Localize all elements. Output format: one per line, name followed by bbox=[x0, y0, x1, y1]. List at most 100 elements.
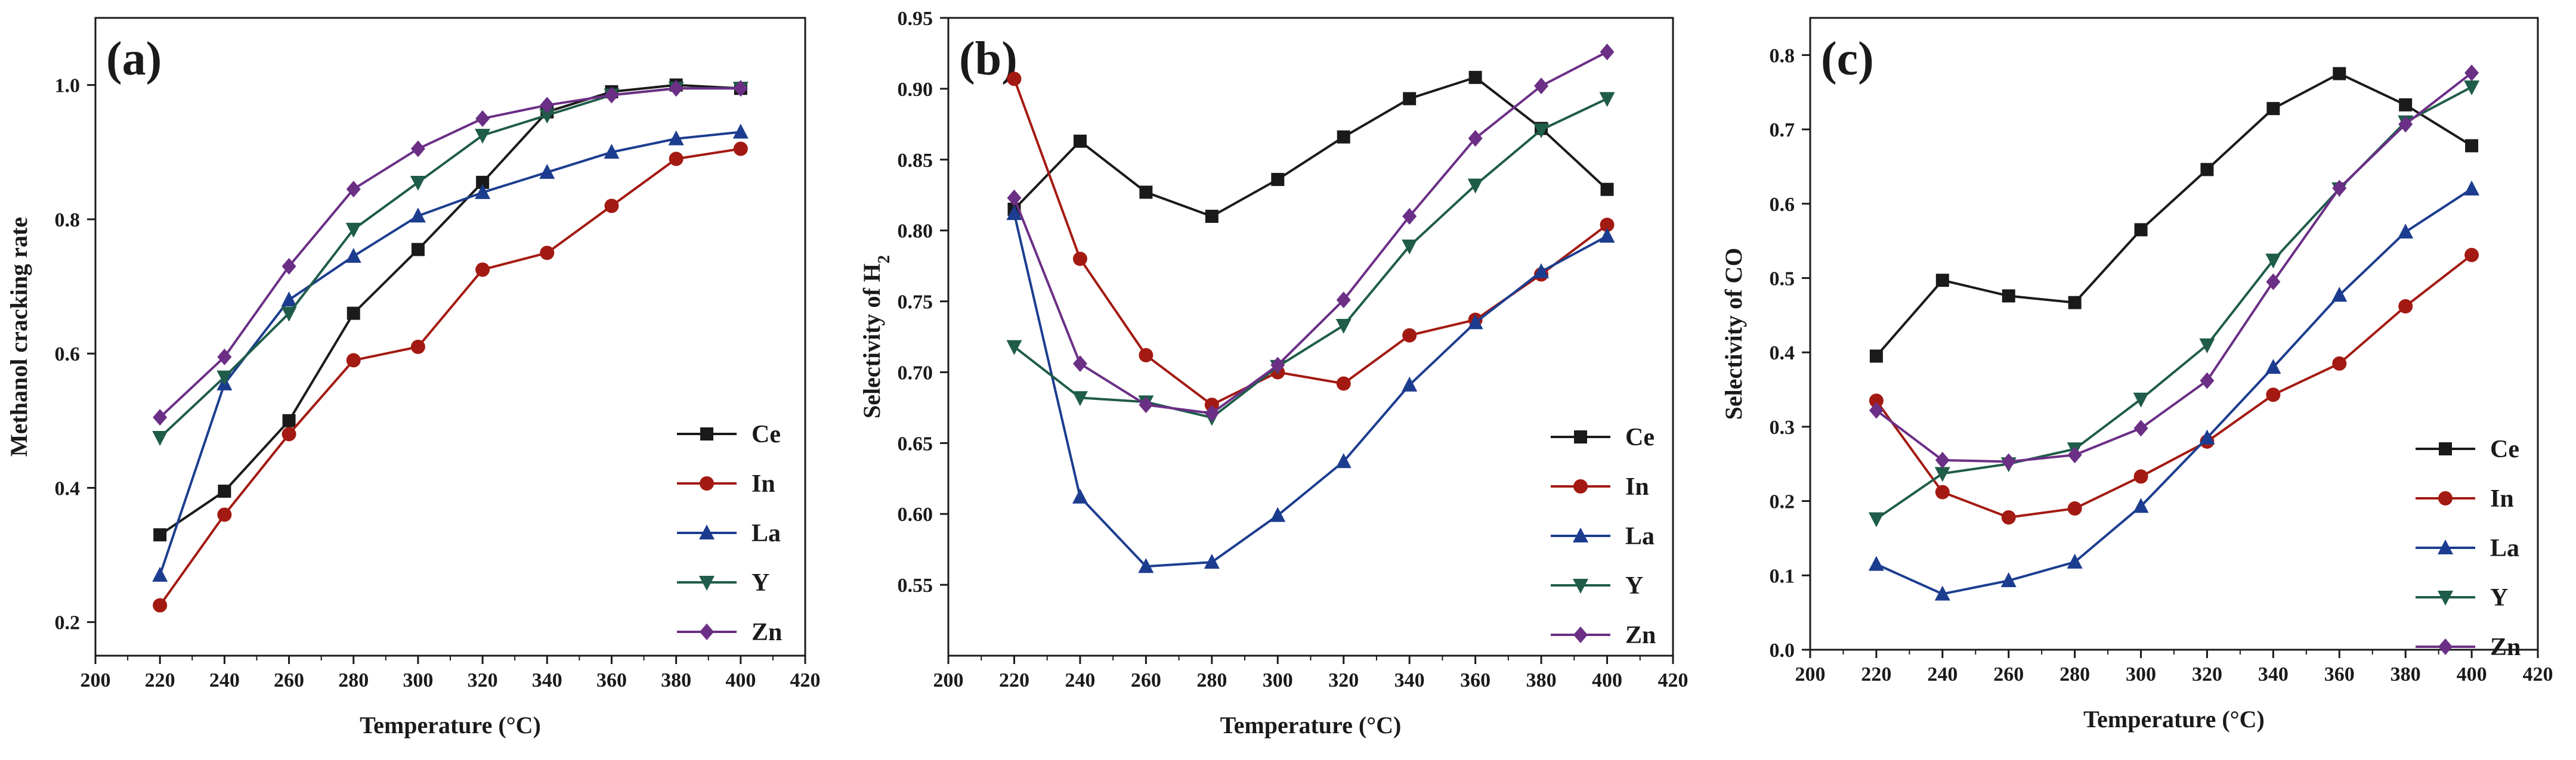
data-point bbox=[2266, 273, 2281, 290]
y-tick-label: 1.0 bbox=[55, 75, 81, 97]
data-point bbox=[2398, 299, 2413, 314]
data-point bbox=[475, 262, 490, 277]
data-point bbox=[1869, 402, 1884, 419]
data-point bbox=[281, 291, 297, 307]
data-point bbox=[410, 207, 426, 223]
data-point bbox=[2332, 356, 2347, 371]
data-point bbox=[669, 151, 684, 166]
data-point bbox=[2465, 139, 2479, 153]
legend-marker bbox=[699, 576, 715, 591]
data-point bbox=[2332, 179, 2347, 197]
y-tick-label: 0.2 bbox=[1770, 491, 1795, 513]
y-tick-label: 0.2 bbox=[55, 612, 81, 634]
data-point bbox=[475, 110, 490, 127]
data-point bbox=[1402, 207, 1417, 225]
data-point bbox=[539, 164, 555, 179]
legend-label: La bbox=[2490, 535, 2519, 562]
data-point bbox=[2067, 501, 2082, 516]
data-point bbox=[1072, 252, 1087, 266]
legend-marker bbox=[699, 525, 715, 539]
legend-marker bbox=[700, 476, 714, 491]
x-tick-label: 280 bbox=[1196, 669, 1227, 691]
series-la bbox=[1006, 205, 1615, 573]
data-point bbox=[2331, 287, 2348, 302]
data-point bbox=[475, 129, 491, 144]
data-point bbox=[2200, 163, 2214, 176]
y-tick-label: 0.70 bbox=[898, 362, 933, 384]
data-point bbox=[2002, 289, 2015, 303]
data-point bbox=[153, 409, 168, 426]
data-point bbox=[604, 144, 620, 159]
data-point bbox=[2133, 469, 2148, 484]
legend-label: Zn bbox=[752, 619, 782, 646]
data-point bbox=[1007, 189, 1022, 206]
data-point bbox=[1072, 488, 1088, 504]
data-point bbox=[2067, 553, 2083, 569]
legend-marker bbox=[1573, 579, 1588, 594]
legend: Ce In La Y Zn bbox=[1551, 424, 1656, 649]
x-tick-label: 220 bbox=[999, 669, 1029, 691]
x-tick-label: 340 bbox=[1394, 669, 1425, 691]
y-tick-label: 0.8 bbox=[1770, 45, 1795, 67]
data-point bbox=[2398, 224, 2414, 239]
data-point bbox=[1935, 485, 1950, 500]
data-point bbox=[217, 370, 233, 386]
series-line bbox=[1013, 78, 1608, 407]
y-tick-label: 0.7 bbox=[1770, 119, 1795, 141]
data-point bbox=[1533, 263, 1550, 278]
legend-label: Y bbox=[2490, 584, 2508, 612]
data-point bbox=[1534, 77, 1549, 95]
y-tick-label: 0.1 bbox=[1770, 565, 1795, 587]
series-line bbox=[1875, 86, 2473, 520]
x-tick-label: 240 bbox=[1927, 663, 1957, 685]
data-point bbox=[1204, 405, 1219, 422]
x-tick-label: 400 bbox=[1592, 669, 1622, 691]
y-tick-label: 0.5 bbox=[1770, 268, 1795, 290]
data-point bbox=[282, 414, 296, 427]
legend-label: In bbox=[2490, 485, 2514, 513]
data-point bbox=[2266, 102, 2280, 116]
data-point bbox=[1935, 452, 1950, 469]
x-tick-label: 200 bbox=[81, 669, 111, 691]
legend-marker bbox=[1573, 479, 1588, 494]
y-tick-label: 0.4 bbox=[55, 477, 81, 500]
series-in bbox=[1007, 72, 1615, 412]
legend-marker bbox=[2439, 442, 2452, 455]
legend-label: La bbox=[1625, 523, 1655, 550]
y-tick-label: 0.95 bbox=[898, 8, 933, 30]
series-la bbox=[152, 123, 749, 582]
data-point bbox=[1934, 585, 1950, 601]
data-point bbox=[2199, 338, 2215, 353]
data-point bbox=[410, 175, 426, 191]
legend-marker bbox=[700, 623, 714, 640]
x-tick-label: 300 bbox=[1263, 669, 1293, 691]
data-point bbox=[346, 181, 361, 198]
data-point bbox=[2464, 180, 2480, 196]
x-axis-title: Temperature (°C) bbox=[1220, 712, 1402, 739]
x-tick-label: 360 bbox=[1460, 669, 1490, 691]
y-tick-label: 0.6 bbox=[55, 343, 81, 365]
data-point bbox=[152, 566, 168, 582]
legend-label: Y bbox=[1625, 572, 1643, 600]
data-point bbox=[282, 427, 296, 442]
data-point bbox=[1139, 396, 1154, 414]
data-point bbox=[1072, 355, 1087, 373]
x-tick-label: 360 bbox=[2324, 663, 2355, 685]
data-point bbox=[2001, 510, 2016, 525]
legend-label: Y bbox=[752, 569, 769, 597]
data-point bbox=[1007, 72, 1022, 86]
series-line bbox=[159, 131, 741, 576]
data-point bbox=[2265, 359, 2281, 374]
data-point bbox=[1204, 554, 1220, 569]
x-tick-label: 260 bbox=[1131, 669, 1161, 691]
data-point bbox=[539, 108, 555, 124]
y-tick-label: 0.8 bbox=[55, 209, 81, 231]
data-point bbox=[540, 97, 555, 114]
data-point bbox=[2464, 247, 2479, 262]
x-tick-label: 360 bbox=[596, 669, 627, 691]
data-point bbox=[1270, 356, 1285, 374]
data-point bbox=[1271, 173, 1285, 187]
x-tick-label: 300 bbox=[403, 669, 433, 691]
series-line bbox=[1876, 188, 2473, 595]
data-point bbox=[1533, 123, 1550, 138]
